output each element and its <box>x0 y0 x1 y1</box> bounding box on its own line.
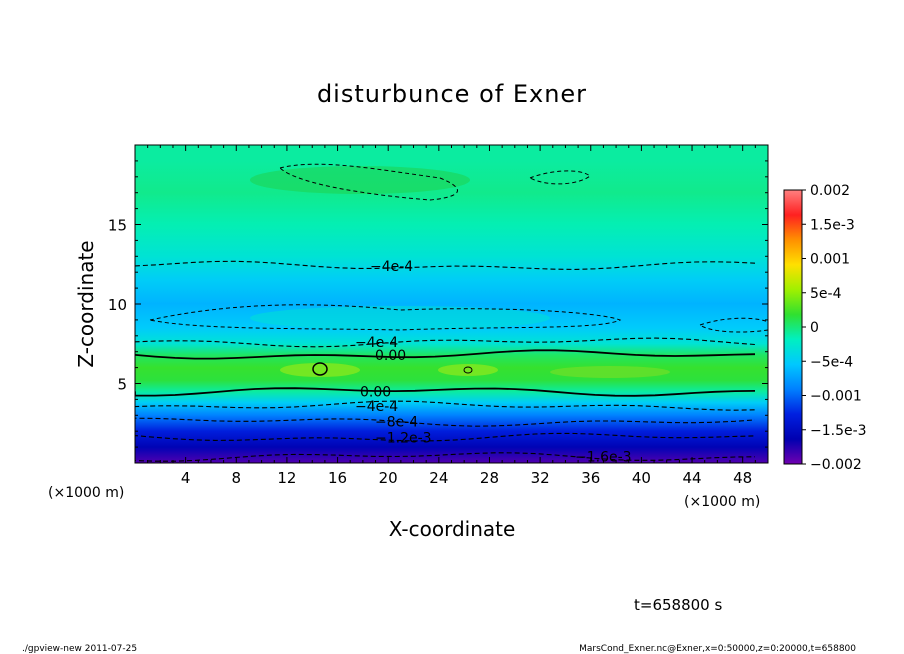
time-label: t=658800 s <box>634 596 722 614</box>
contour-label: −1.6e-3 <box>575 450 632 466</box>
footer-left: ./gpview-new 2011-07-25 <box>22 644 137 654</box>
y-axis-label: Z-coordinate <box>74 240 98 367</box>
y-axis: 5 10 15 <box>108 160 768 448</box>
x-tick-label: 16 <box>328 469 347 487</box>
contour-layer <box>135 260 756 462</box>
contour-line <box>135 349 756 360</box>
contour-label: −4e-4 <box>370 259 413 275</box>
x-tick-label: 24 <box>429 469 448 487</box>
contour-line <box>135 452 756 462</box>
colorbar-ticks: 0.002 1.5e-3 0.001 5e-4 0 −5e-4 −0.001 −1.5e-3 −… <box>802 183 867 473</box>
colorbar-tick-label: 1.5e-3 <box>810 217 855 233</box>
x-tick-label: 28 <box>480 469 499 487</box>
contour-label: −8e-4 <box>375 415 418 431</box>
contour-label: −4e-4 <box>355 335 398 351</box>
contour-labels: 0.000.00−4e-4−4e-4−4e-4−8e-4−1.2e-3−1.6e… <box>355 259 632 466</box>
field-blobs <box>250 166 670 378</box>
plot-area: 0.000.00−4e-4−4e-4−4e-4−8e-4−1.2e-3−1.6e… <box>134 144 769 466</box>
x-tick-label: 44 <box>682 469 701 487</box>
contour-loop <box>312 362 328 376</box>
x-tick-label: 32 <box>531 469 550 487</box>
contour-label: −1.2e-3 <box>375 431 432 447</box>
contour-line <box>135 260 756 270</box>
positive-blob <box>280 363 360 377</box>
colorbar-tick-label: 0.002 <box>810 183 850 199</box>
colorbar-tick-label: −0.002 <box>810 457 862 473</box>
x-tick-label: 36 <box>581 469 600 487</box>
color-field <box>135 145 768 463</box>
y-tick-label: 15 <box>108 217 127 235</box>
contour-label: 0.00 <box>360 384 391 400</box>
x-tick-label: 48 <box>733 469 752 487</box>
x-axis: 4 8 12 16 20 24 28 32 36 40 44 48 <box>147 145 756 487</box>
x-tick-label: 12 <box>277 469 296 487</box>
footer-right: MarsCond_Exner.nc@Exner,x=0:50000,z=0:20… <box>579 644 856 654</box>
x-tick-label: 40 <box>632 469 651 487</box>
contour-line <box>135 432 756 442</box>
colorbar-tick-label: 0.001 <box>810 252 850 268</box>
colorbar-tick-label: −5e-4 <box>810 354 853 370</box>
colorbar-tick-label: 5e-4 <box>810 286 842 302</box>
positive-blob <box>550 366 670 378</box>
y-tick-label: 5 <box>117 376 127 394</box>
x-tick-label: 8 <box>232 469 242 487</box>
x-axis-label: X-coordinate <box>389 517 516 541</box>
contour-extras <box>149 163 768 376</box>
x-axis-unit-left: (×1000 m) <box>48 485 124 501</box>
negative-blob <box>250 166 470 194</box>
contour-loop <box>149 304 622 331</box>
x-tick-label: 4 <box>181 469 191 487</box>
colorbar-tick-label: −0.001 <box>810 389 862 405</box>
colorbar-tick-label: 0 <box>810 320 819 336</box>
x-axis-unit-right: (×1000 m) <box>684 494 760 510</box>
contour-line <box>135 387 756 397</box>
chart-title: disturbunce of Exner <box>317 80 587 108</box>
contour-loop <box>463 366 473 374</box>
contour-line <box>135 400 756 411</box>
contour-loop <box>698 317 768 333</box>
contour-label: 0.00 <box>375 348 406 364</box>
contour-label: −4e-4 <box>355 399 398 415</box>
y-tick-label: 10 <box>108 296 127 314</box>
contour-line <box>135 417 756 427</box>
contour-loop <box>278 163 458 201</box>
colorbar-fill <box>783 189 803 465</box>
negative-blob <box>250 306 550 330</box>
colorbar: 0.002 1.5e-3 0.001 5e-4 0 −5e-4 −0.001 −1.5e-3 −… <box>783 183 867 473</box>
contour-line <box>135 337 756 348</box>
positive-blob <box>438 364 498 376</box>
x-tick-label: 20 <box>379 469 398 487</box>
colorbar-tick-label: −1.5e-3 <box>810 423 867 439</box>
